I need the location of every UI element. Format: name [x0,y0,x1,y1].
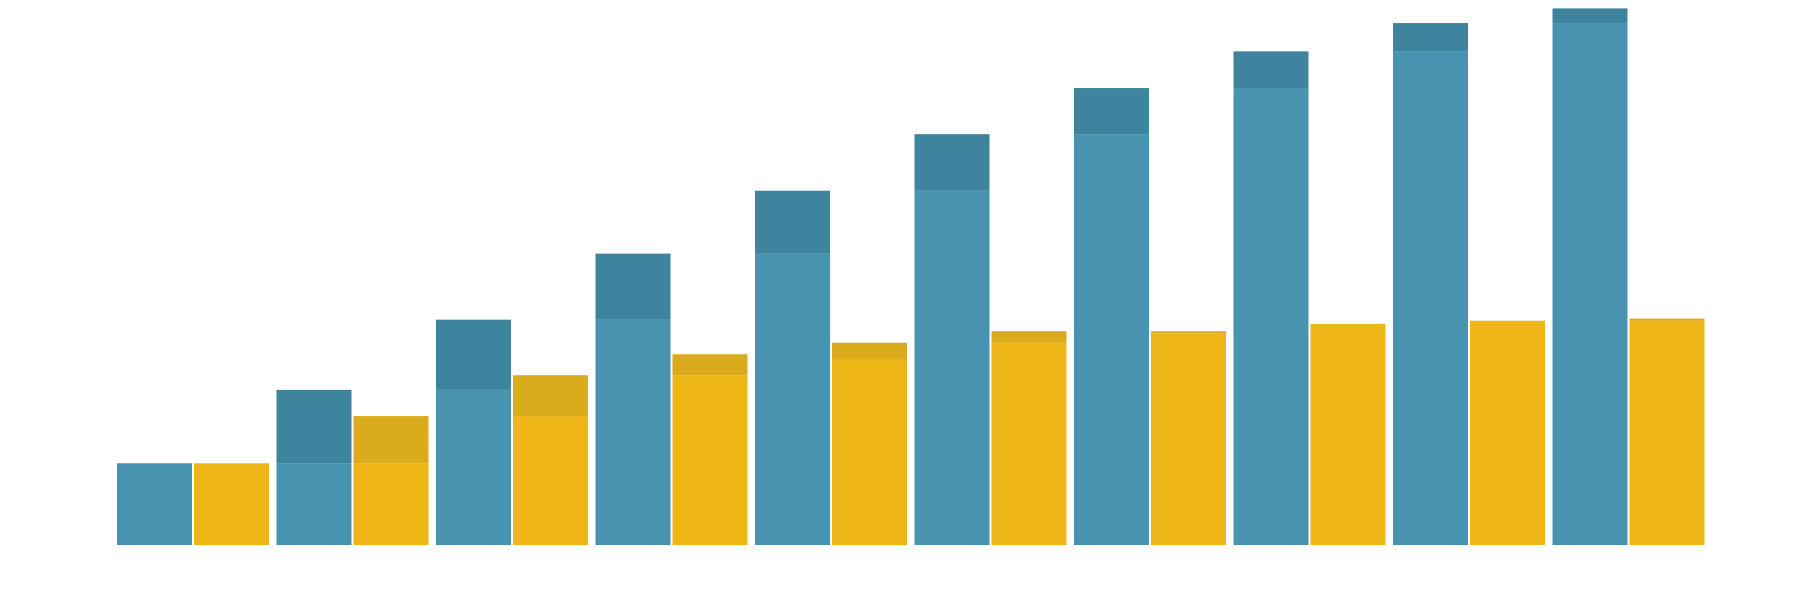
bar-series-1-cat-7-base [1074,134,1149,545]
bar-series-1-cat-5-increment [755,190,830,254]
bar-series-2-cat-7-base [1151,333,1226,545]
bar-series-2-cat-4-base [672,375,748,545]
bar-series-2-cat-3-base [513,416,588,545]
bar-series-2-cat-9-increment [1470,320,1545,322]
bar-series-1-cat-10-increment [1552,8,1628,24]
bar-group-9 [1393,23,1545,545]
bar-series-1-cat-6-increment [914,134,990,191]
bar-series-2-cat-6-increment [991,331,1067,343]
bar-series-1-cat-10-base [1552,23,1628,546]
bar-series-2-cat-3-increment [513,375,588,417]
bar-series-1-cat-9-base [1393,51,1468,545]
bar-series-1-cat-3-base [436,389,511,545]
bar-series-2-cat-5-base [832,359,907,545]
bar-series-2-cat-1-base [194,463,269,545]
bar-group-10 [1552,8,1705,546]
bar-series-2-cat-6-base [991,342,1067,545]
bar-group-3 [436,319,588,545]
bar-series-2-cat-10-increment [1629,318,1705,321]
bar-series-1-cat-4-base [595,319,671,545]
bar-series-1-cat-9-increment [1393,23,1468,52]
bar-group-6 [914,134,1067,545]
bar-series-1-cat-2-base [276,463,352,545]
bar-series-1-cat-4-increment [595,253,671,320]
bar-series-2-cat-4-increment [672,354,748,376]
bar-series-2-cat-9-base [1470,321,1545,545]
bar-group-1 [117,463,269,545]
bar-series-1-cat-1-base [117,463,192,545]
bar-series-2-cat-8-base [1310,323,1386,545]
bar-series-1-cat-2-increment [276,389,352,464]
bar-series-2-cat-10-base [1629,320,1705,545]
bar-series-1-cat-7-increment [1074,88,1149,135]
bar-series-1-cat-5-base [755,253,830,545]
bar-group-5 [755,190,907,545]
bar-series-1-cat-8-base [1233,88,1309,546]
bar-group-4 [595,253,748,545]
bar-series-1-cat-6-base [914,190,990,545]
bar-series-1-cat-8-increment [1233,51,1309,89]
bar-series-1-cat-3-increment [436,319,511,390]
bar-group-2 [276,389,429,545]
bar-series-2-cat-5-increment [832,342,907,360]
bar-group-7 [1074,88,1226,545]
bar-group-8 [1233,51,1386,546]
bar-series-2-cat-2-base [353,463,429,545]
bar-series-2-cat-2-increment [353,416,429,464]
bar-series-2-cat-7-increment [1151,331,1226,334]
bars-layer [117,8,1705,546]
